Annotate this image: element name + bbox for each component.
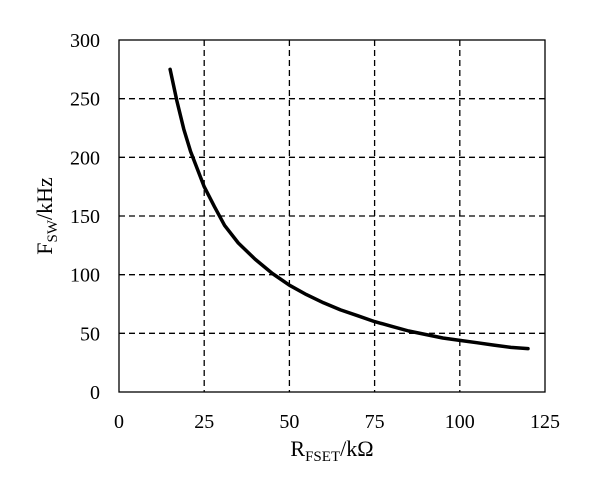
x-tick-label: 75 [365,411,385,433]
x-tick-label: 0 [114,411,124,433]
x-axis-title-subscript: FSET [305,449,340,465]
y-axis-title: FSW/kHz [32,177,61,255]
y-tick-label: 50 [80,323,100,345]
y-axis-title-main: F [32,243,57,255]
x-tick-label: 25 [194,411,214,433]
x-tick-label: 100 [445,411,475,433]
y-tick-label: 250 [70,89,100,111]
x-tick-label: 125 [530,411,560,433]
y-tick-label: 300 [70,30,100,52]
x-tick-labels: 0 25 50 75 100 125 [114,411,560,433]
y-tick-label: 150 [70,206,100,228]
y-axis-title-subscript: SW [45,219,61,242]
y-axis-title-unit: /kHz [32,177,57,220]
series-line [168,67,530,351]
grid [119,40,545,392]
y-tick-label: 0 [90,382,100,404]
x-axis-title-main: R [290,436,305,461]
x-tick-label: 50 [279,411,299,433]
y-tick-label: 200 [70,147,100,169]
y-axis-title-group: FSW/kHz [32,177,61,255]
plot-frame [118,39,546,393]
y-tick-labels: 0 50 100 150 200 250 300 [70,30,100,404]
x-axis-title: RFSET/kΩ [290,436,373,465]
y-tick-label: 100 [70,265,100,287]
x-axis-title-unit: /kΩ [340,436,373,461]
